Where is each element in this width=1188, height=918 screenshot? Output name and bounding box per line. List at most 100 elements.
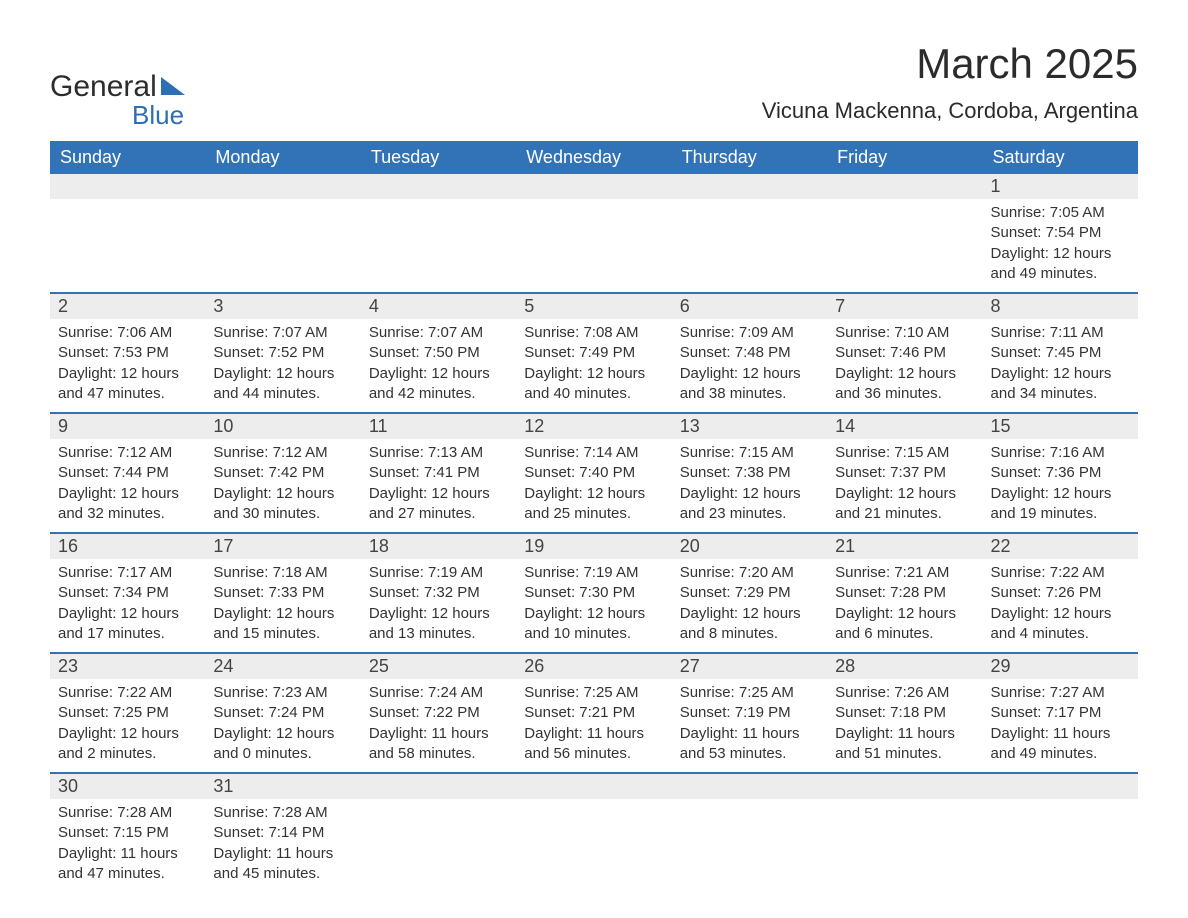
- calendar-cell: 16Sunrise: 7:17 AMSunset: 7:34 PMDayligh…: [50, 533, 205, 653]
- col-sunday: Sunday: [50, 141, 205, 174]
- calendar-cell: 23Sunrise: 7:22 AMSunset: 7:25 PMDayligh…: [50, 653, 205, 773]
- col-wednesday: Wednesday: [516, 141, 671, 174]
- day-body: Sunrise: 7:15 AMSunset: 7:37 PMDaylight:…: [827, 439, 982, 532]
- day-number: 23: [50, 654, 205, 679]
- col-thursday: Thursday: [672, 141, 827, 174]
- calendar-cell: 5Sunrise: 7:08 AMSunset: 7:49 PMDaylight…: [516, 293, 671, 413]
- calendar-cell: 6Sunrise: 7:09 AMSunset: 7:48 PMDaylight…: [672, 293, 827, 413]
- calendar-cell: 31Sunrise: 7:28 AMSunset: 7:14 PMDayligh…: [205, 773, 360, 892]
- day-body: Sunrise: 7:19 AMSunset: 7:32 PMDaylight:…: [361, 559, 516, 652]
- day-number: 20: [672, 534, 827, 559]
- empty-daynum: [983, 774, 1138, 799]
- day-body: Sunrise: 7:16 AMSunset: 7:36 PMDaylight:…: [983, 439, 1138, 532]
- day-number: 24: [205, 654, 360, 679]
- day-body: Sunrise: 7:28 AMSunset: 7:14 PMDaylight:…: [205, 799, 360, 892]
- calendar-week-row: 9Sunrise: 7:12 AMSunset: 7:44 PMDaylight…: [50, 413, 1138, 533]
- col-friday: Friday: [827, 141, 982, 174]
- page-title: March 2025: [762, 40, 1138, 88]
- calendar-cell: [361, 773, 516, 892]
- empty-daynum: [361, 774, 516, 799]
- day-body: Sunrise: 7:12 AMSunset: 7:42 PMDaylight:…: [205, 439, 360, 532]
- day-number: 22: [983, 534, 1138, 559]
- logo: General Blue: [50, 70, 185, 131]
- calendar-cell: 22Sunrise: 7:22 AMSunset: 7:26 PMDayligh…: [983, 533, 1138, 653]
- calendar-cell: 17Sunrise: 7:18 AMSunset: 7:33 PMDayligh…: [205, 533, 360, 653]
- day-body: Sunrise: 7:10 AMSunset: 7:46 PMDaylight:…: [827, 319, 982, 412]
- calendar-cell: [516, 174, 671, 293]
- calendar-table: Sunday Monday Tuesday Wednesday Thursday…: [50, 141, 1138, 892]
- empty-daynum: [672, 774, 827, 799]
- empty-daynum: [827, 174, 982, 199]
- empty-daynum: [361, 174, 516, 199]
- calendar-cell: 18Sunrise: 7:19 AMSunset: 7:32 PMDayligh…: [361, 533, 516, 653]
- day-body: Sunrise: 7:28 AMSunset: 7:15 PMDaylight:…: [50, 799, 205, 892]
- calendar-header-row: Sunday Monday Tuesday Wednesday Thursday…: [50, 141, 1138, 174]
- calendar-cell: 8Sunrise: 7:11 AMSunset: 7:45 PMDaylight…: [983, 293, 1138, 413]
- day-body: Sunrise: 7:24 AMSunset: 7:22 PMDaylight:…: [361, 679, 516, 772]
- calendar-cell: 11Sunrise: 7:13 AMSunset: 7:41 PMDayligh…: [361, 413, 516, 533]
- day-number: 21: [827, 534, 982, 559]
- calendar-cell: 1Sunrise: 7:05 AMSunset: 7:54 PMDaylight…: [983, 174, 1138, 293]
- day-body: Sunrise: 7:14 AMSunset: 7:40 PMDaylight:…: [516, 439, 671, 532]
- col-monday: Monday: [205, 141, 360, 174]
- day-number: 25: [361, 654, 516, 679]
- day-body: Sunrise: 7:12 AMSunset: 7:44 PMDaylight:…: [50, 439, 205, 532]
- day-body: Sunrise: 7:25 AMSunset: 7:19 PMDaylight:…: [672, 679, 827, 772]
- day-number: 29: [983, 654, 1138, 679]
- day-body: Sunrise: 7:09 AMSunset: 7:48 PMDaylight:…: [672, 319, 827, 412]
- day-number: 18: [361, 534, 516, 559]
- day-number: 5: [516, 294, 671, 319]
- calendar-cell: [205, 174, 360, 293]
- calendar-cell: 13Sunrise: 7:15 AMSunset: 7:38 PMDayligh…: [672, 413, 827, 533]
- day-number: 13: [672, 414, 827, 439]
- col-tuesday: Tuesday: [361, 141, 516, 174]
- day-number: 7: [827, 294, 982, 319]
- calendar-cell: 4Sunrise: 7:07 AMSunset: 7:50 PMDaylight…: [361, 293, 516, 413]
- calendar-cell: 3Sunrise: 7:07 AMSunset: 7:52 PMDaylight…: [205, 293, 360, 413]
- day-body: Sunrise: 7:13 AMSunset: 7:41 PMDaylight:…: [361, 439, 516, 532]
- day-number: 19: [516, 534, 671, 559]
- day-body: Sunrise: 7:26 AMSunset: 7:18 PMDaylight:…: [827, 679, 982, 772]
- page-subtitle: Vicuna Mackenna, Cordoba, Argentina: [762, 98, 1138, 124]
- day-number: 30: [50, 774, 205, 799]
- calendar-cell: [672, 773, 827, 892]
- calendar-cell: 7Sunrise: 7:10 AMSunset: 7:46 PMDaylight…: [827, 293, 982, 413]
- title-block: March 2025 Vicuna Mackenna, Cordoba, Arg…: [762, 40, 1138, 124]
- calendar-week-row: 16Sunrise: 7:17 AMSunset: 7:34 PMDayligh…: [50, 533, 1138, 653]
- calendar-cell: [827, 773, 982, 892]
- day-body: Sunrise: 7:11 AMSunset: 7:45 PMDaylight:…: [983, 319, 1138, 412]
- calendar-cell: [672, 174, 827, 293]
- day-number: 27: [672, 654, 827, 679]
- col-saturday: Saturday: [983, 141, 1138, 174]
- calendar-cell: 25Sunrise: 7:24 AMSunset: 7:22 PMDayligh…: [361, 653, 516, 773]
- header: General Blue March 2025 Vicuna Mackenna,…: [50, 40, 1138, 131]
- empty-daynum: [672, 174, 827, 199]
- calendar-cell: 24Sunrise: 7:23 AMSunset: 7:24 PMDayligh…: [205, 653, 360, 773]
- day-number: 11: [361, 414, 516, 439]
- calendar-week-row: 1Sunrise: 7:05 AMSunset: 7:54 PMDaylight…: [50, 174, 1138, 293]
- calendar-cell: 14Sunrise: 7:15 AMSunset: 7:37 PMDayligh…: [827, 413, 982, 533]
- calendar-cell: [361, 174, 516, 293]
- day-number: 14: [827, 414, 982, 439]
- day-number: 16: [50, 534, 205, 559]
- day-number: 1: [983, 174, 1138, 199]
- day-number: 10: [205, 414, 360, 439]
- day-number: 3: [205, 294, 360, 319]
- calendar-cell: 28Sunrise: 7:26 AMSunset: 7:18 PMDayligh…: [827, 653, 982, 773]
- calendar-week-row: 2Sunrise: 7:06 AMSunset: 7:53 PMDaylight…: [50, 293, 1138, 413]
- day-body: Sunrise: 7:07 AMSunset: 7:52 PMDaylight:…: [205, 319, 360, 412]
- calendar-cell: 15Sunrise: 7:16 AMSunset: 7:36 PMDayligh…: [983, 413, 1138, 533]
- calendar-cell: 10Sunrise: 7:12 AMSunset: 7:42 PMDayligh…: [205, 413, 360, 533]
- calendar-cell: 21Sunrise: 7:21 AMSunset: 7:28 PMDayligh…: [827, 533, 982, 653]
- day-body: Sunrise: 7:25 AMSunset: 7:21 PMDaylight:…: [516, 679, 671, 772]
- calendar-cell: 19Sunrise: 7:19 AMSunset: 7:30 PMDayligh…: [516, 533, 671, 653]
- day-body: Sunrise: 7:21 AMSunset: 7:28 PMDaylight:…: [827, 559, 982, 652]
- day-body: Sunrise: 7:22 AMSunset: 7:26 PMDaylight:…: [983, 559, 1138, 652]
- day-body: Sunrise: 7:20 AMSunset: 7:29 PMDaylight:…: [672, 559, 827, 652]
- calendar-cell: 9Sunrise: 7:12 AMSunset: 7:44 PMDaylight…: [50, 413, 205, 533]
- calendar-cell: 2Sunrise: 7:06 AMSunset: 7:53 PMDaylight…: [50, 293, 205, 413]
- logo-triangle-icon: [161, 77, 185, 95]
- day-body: Sunrise: 7:06 AMSunset: 7:53 PMDaylight:…: [50, 319, 205, 412]
- calendar-cell: [50, 174, 205, 293]
- day-number: 15: [983, 414, 1138, 439]
